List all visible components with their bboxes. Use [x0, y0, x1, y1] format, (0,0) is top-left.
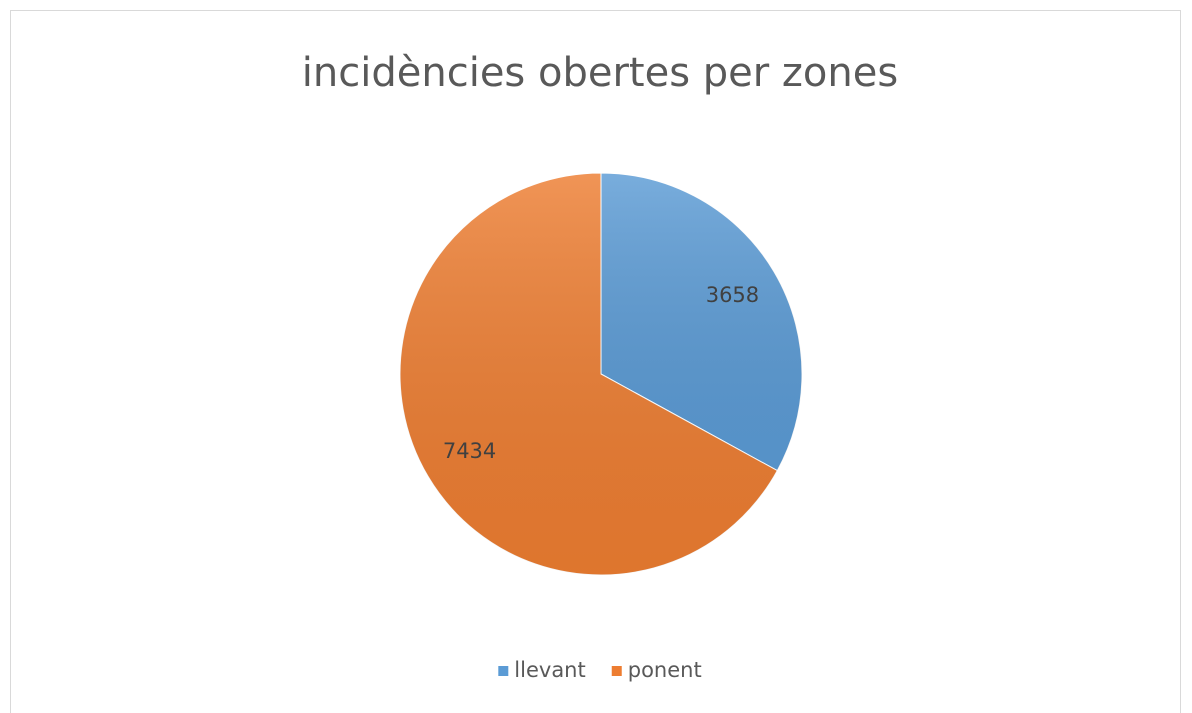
- data-label: 3658: [706, 283, 759, 307]
- pie: 3658 7434: [399, 172, 803, 576]
- data-label: 7434: [443, 439, 496, 463]
- legend-label: llevant: [514, 658, 585, 682]
- chart-title: incidències obertes per zones: [302, 50, 898, 96]
- legend: llevant ponent: [498, 658, 702, 682]
- legend-swatch: [611, 666, 622, 676]
- legend-label: ponent: [628, 658, 702, 682]
- legend-swatch: [498, 666, 509, 676]
